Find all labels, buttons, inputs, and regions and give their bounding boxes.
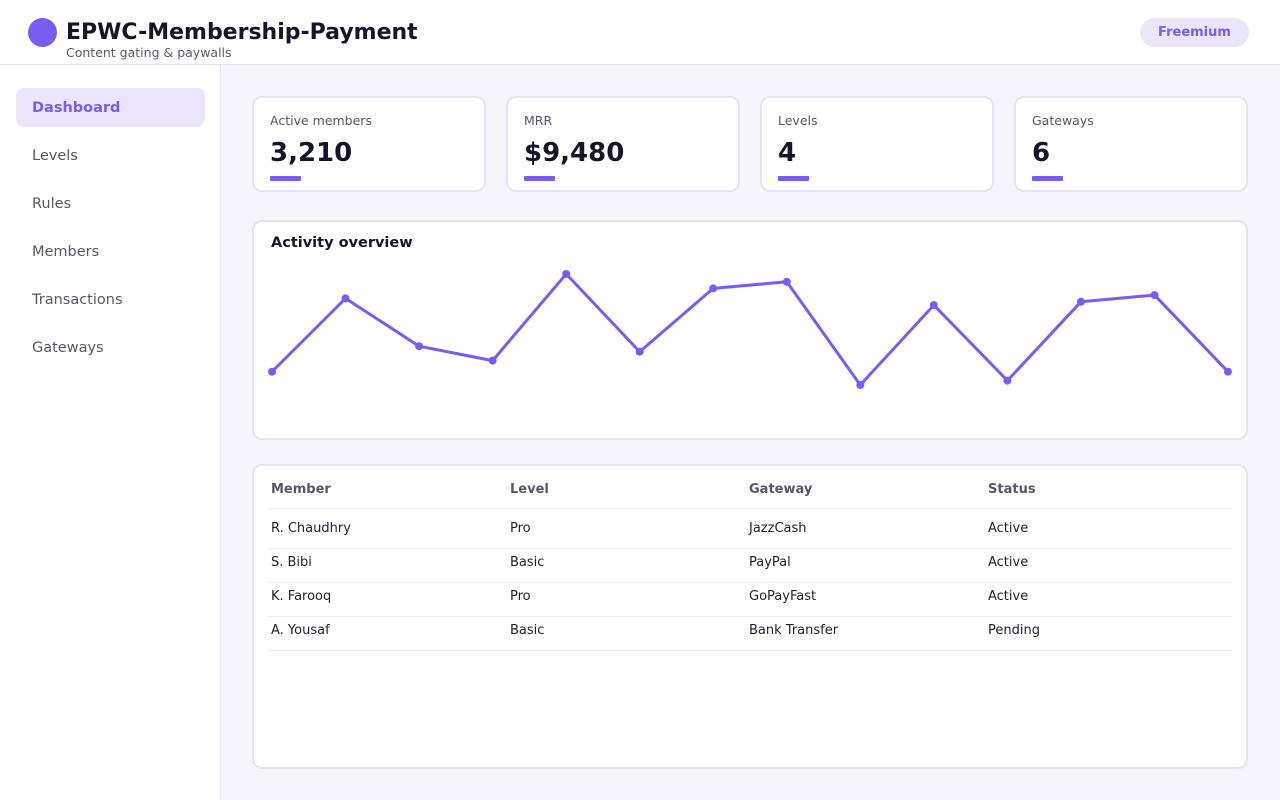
stat-card-active-members: Active members 3,210 <box>252 96 486 192</box>
table-divider <box>268 582 1232 583</box>
stat-accent-bar <box>270 176 301 181</box>
cell-status: Active <box>988 521 1029 536</box>
activity-data-point[interactable] <box>1224 367 1232 376</box>
sidebar-item-gateways[interactable]: Gateways <box>32 339 104 356</box>
activity-data-point[interactable] <box>341 294 350 303</box>
activity-data-point[interactable] <box>782 277 791 286</box>
plan-badge[interactable]: Freemium <box>1140 18 1249 47</box>
sidebar-item-dashboard[interactable]: Dashboard <box>16 88 205 127</box>
cell-level: Basic <box>510 555 545 570</box>
table-divider <box>268 508 1232 509</box>
stat-card-mrr: MRR $9,480 <box>506 96 740 192</box>
cell-status: Active <box>988 589 1029 604</box>
activity-data-point[interactable] <box>1076 297 1085 306</box>
cell-status: Active <box>988 555 1029 570</box>
activity-data-point[interactable] <box>1150 291 1159 300</box>
cell-gateway: PayPal <box>749 555 791 570</box>
table-divider <box>268 650 1232 651</box>
stat-accent-bar <box>524 176 555 181</box>
column-header-gateway[interactable]: Gateway <box>749 482 813 497</box>
stat-accent-bar <box>778 176 809 181</box>
cell-gateway: JazzCash <box>749 521 807 536</box>
sidebar-item-transactions[interactable]: Transactions <box>32 291 123 308</box>
cell-status: Pending <box>988 623 1040 638</box>
cell-level: Pro <box>510 521 531 536</box>
cell-member: A. Yousaf <box>271 623 330 638</box>
app-title: EPWC-Membership-Payment <box>66 20 418 45</box>
cell-level: Basic <box>510 623 545 638</box>
activity-data-point[interactable] <box>709 284 718 293</box>
stat-card-levels: Levels 4 <box>760 96 994 192</box>
main-content: Active members 3,210 MRR $9,480 Levels 4… <box>221 65 1280 800</box>
sidebar-item-rules[interactable]: Rules <box>32 195 72 212</box>
table-divider <box>268 616 1232 617</box>
stat-value: 6 <box>1032 138 1051 168</box>
chart-title: Activity overview <box>271 235 413 251</box>
app-subtitle: Content gating & paywalls <box>66 45 232 60</box>
stat-value: 3,210 <box>270 138 353 168</box>
column-header-status[interactable]: Status <box>988 482 1036 497</box>
column-header-member[interactable]: Member <box>271 482 331 497</box>
cell-gateway: Bank Transfer <box>749 623 839 638</box>
activity-line-chart <box>268 270 1232 389</box>
activity-chart-card: Activity overview <box>252 220 1248 440</box>
stat-label: Active members <box>270 113 372 128</box>
cell-gateway: GoPayFast <box>749 589 817 604</box>
activity-data-point[interactable] <box>1003 376 1012 385</box>
activity-series-line <box>270 272 1230 387</box>
stat-value: $9,480 <box>524 138 625 168</box>
stat-card-gateways: Gateways 6 <box>1014 96 1248 192</box>
cell-level: Pro <box>510 589 531 604</box>
sidebar: Dashboard Levels Rules Members Transacti… <box>0 65 221 800</box>
activity-data-point[interactable] <box>856 381 865 389</box>
app-logo <box>28 18 57 47</box>
activity-data-point[interactable] <box>562 270 571 278</box>
stat-label: Levels <box>778 113 818 128</box>
column-header-level[interactable]: Level <box>510 482 549 497</box>
cell-member: K. Farooq <box>271 589 332 604</box>
stat-label: MRR <box>524 113 553 128</box>
table-divider <box>268 548 1232 549</box>
cell-member: S. Bibi <box>271 555 312 570</box>
activity-data-point[interactable] <box>415 342 424 351</box>
stat-accent-bar <box>1032 176 1063 181</box>
stat-value: 4 <box>778 138 797 168</box>
activity-data-point[interactable] <box>929 301 938 310</box>
cell-member: R. Chaudhry <box>271 521 351 536</box>
sidebar-item-levels[interactable]: Levels <box>32 147 78 164</box>
sidebar-item-members[interactable]: Members <box>32 243 100 260</box>
activity-data-point[interactable] <box>635 347 644 356</box>
activity-data-point[interactable] <box>488 356 497 365</box>
activity-data-point[interactable] <box>268 367 276 376</box>
stat-label: Gateways <box>1032 113 1094 128</box>
app-header: EPWC-Membership-Payment Content gating &… <box>0 0 1280 65</box>
members-table-card: Member Level Gateway Status R. Chaudhry … <box>252 464 1248 769</box>
